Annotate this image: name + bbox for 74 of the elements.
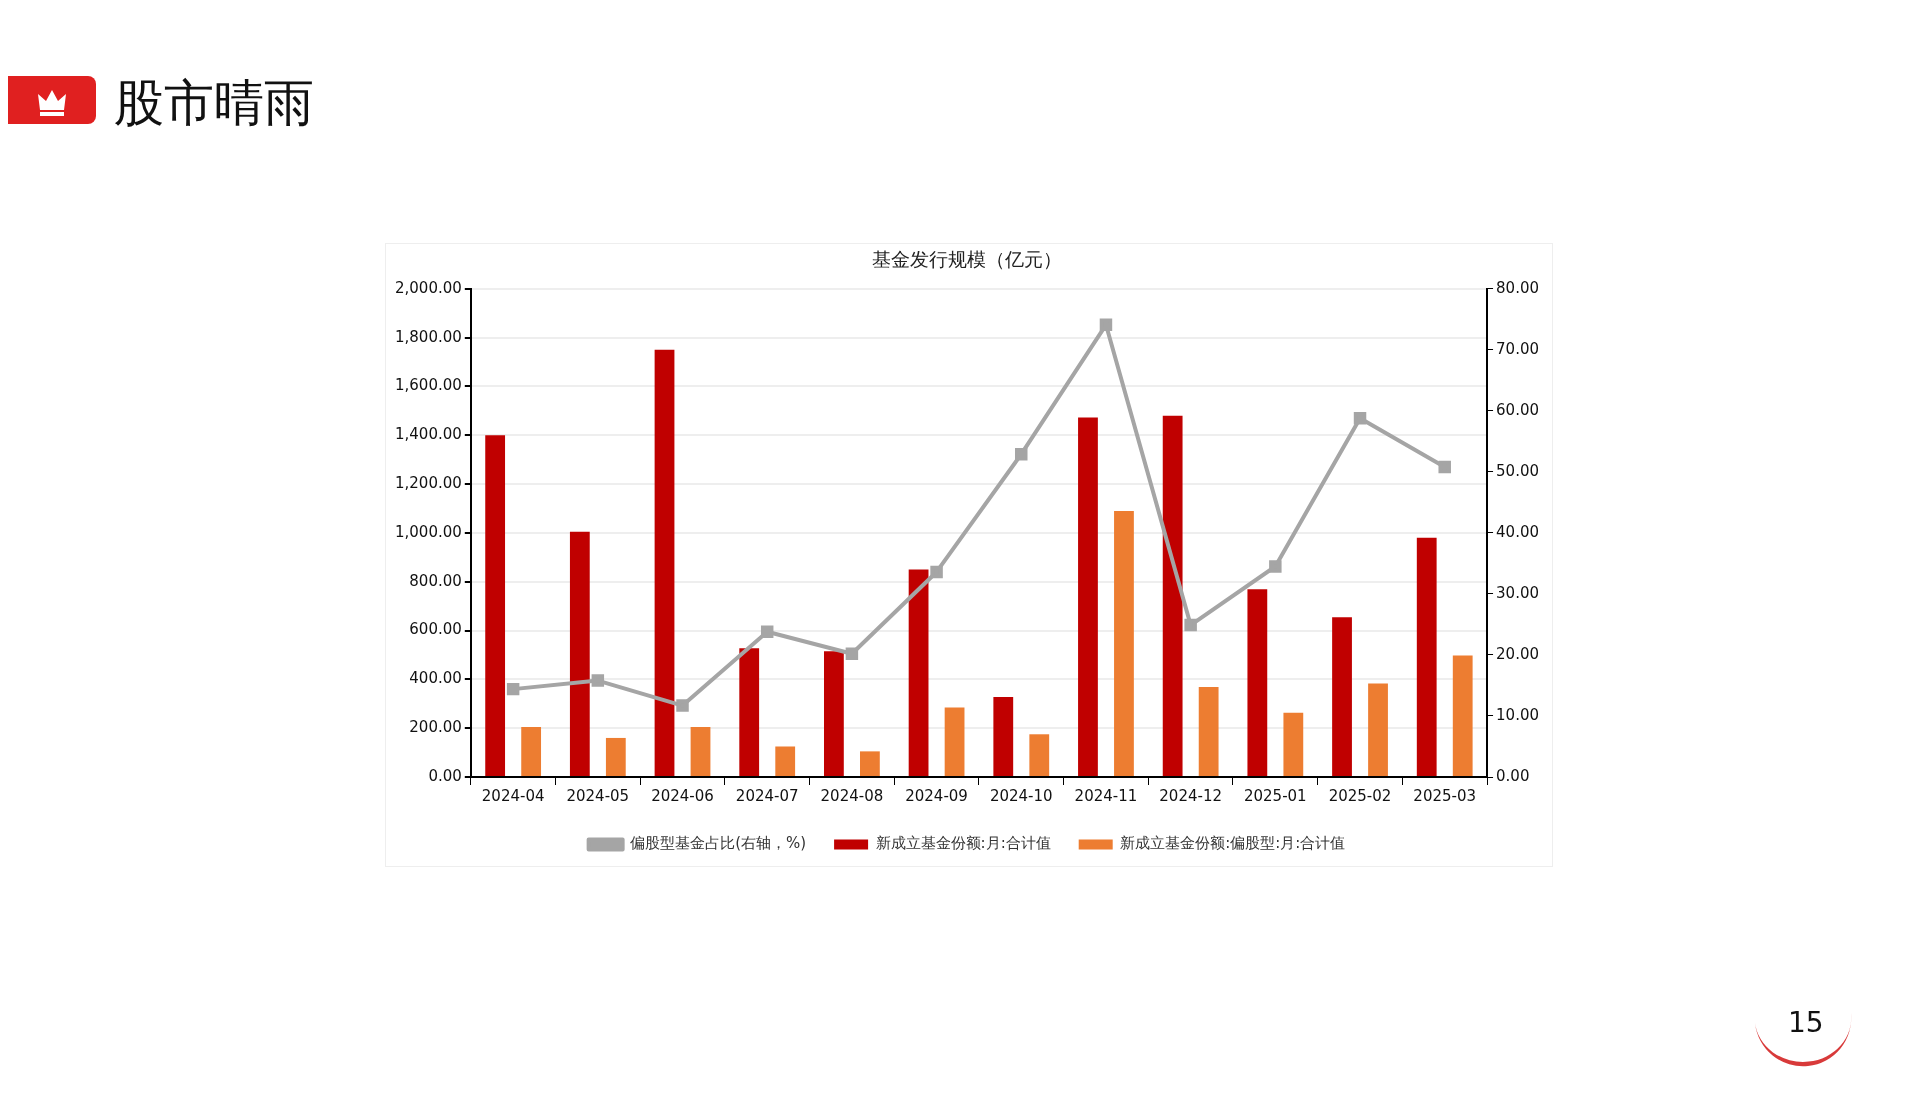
- bar: [1332, 617, 1352, 776]
- bar: [1452, 655, 1473, 776]
- y-tick-label: 200.00: [409, 718, 462, 737]
- y2-tick-label: 30.00: [1496, 583, 1540, 602]
- point: [1184, 618, 1197, 632]
- bar: [1283, 712, 1304, 776]
- y2-tick-label: 20.00: [1496, 644, 1540, 663]
- bar: [1368, 683, 1388, 776]
- legend-label: 新成立基金份额:偏股型:月:合计值: [1120, 834, 1346, 853]
- y2-tick-label: 10.00: [1496, 705, 1540, 724]
- bar: [1416, 537, 1437, 776]
- y2-tick-label: 40.00: [1496, 522, 1540, 541]
- bar: [1114, 510, 1134, 776]
- chart-title: 基金发行规模（亿元）: [872, 248, 1062, 271]
- bar: [1198, 686, 1219, 776]
- x-tick-label: 2024-11: [1074, 786, 1138, 805]
- y-tick-label: 800.00: [409, 571, 462, 590]
- bar: [944, 707, 965, 776]
- bar: [1078, 417, 1098, 776]
- point: [591, 674, 605, 687]
- bar: [993, 696, 1014, 776]
- point: [845, 647, 859, 660]
- point: [1438, 460, 1451, 474]
- x-tick-label: 2024-04: [481, 786, 545, 805]
- bar: [1247, 589, 1268, 776]
- x-tick-label: 2025-01: [1243, 786, 1307, 805]
- y-tick-label: 1,600.00: [395, 376, 462, 395]
- y2-tick-label: 70.00: [1496, 339, 1540, 358]
- bar: [605, 737, 626, 776]
- legend-label: 偏股型基金占比(右轴，%): [630, 834, 807, 853]
- bar: [775, 746, 796, 776]
- y-tick-label: 0.00: [428, 766, 462, 785]
- x-tick-label: 2024-12: [1159, 786, 1222, 805]
- point: [930, 565, 943, 579]
- bar: [521, 726, 542, 776]
- bar: [569, 531, 590, 776]
- y-tick-label: 400.00: [409, 669, 462, 688]
- y-tick-label: 1,000.00: [395, 522, 462, 541]
- x-tick-label: 2025-03: [1413, 786, 1477, 805]
- y2-tick-label: 60.00: [1496, 400, 1540, 419]
- bar: [485, 435, 506, 776]
- x-tick-label: 2024-07: [735, 786, 799, 805]
- bar: [1162, 415, 1183, 776]
- x-tick-label: 2024-09: [905, 786, 968, 805]
- point: [1015, 447, 1028, 461]
- text: 股市晴雨: [114, 73, 314, 134]
- y2-tick-label: 50.00: [1496, 461, 1540, 480]
- y-tick-label: 600.00: [409, 620, 462, 639]
- bar: [1029, 734, 1050, 776]
- y-tick-label: 1,400.00: [395, 425, 462, 444]
- y2-tick-label: 0.00: [1496, 766, 1530, 785]
- legend-label: 新成立基金份额:月:合计值: [875, 834, 1051, 853]
- point: [760, 625, 774, 638]
- y-tick-label: 1,200.00: [395, 473, 462, 492]
- text: 15: [1788, 1006, 1824, 1039]
- y-tick-label: 2,000.00: [395, 278, 462, 297]
- y-tick-label: 1,800.00: [395, 327, 462, 346]
- point: [1099, 318, 1113, 332]
- x-tick-label: 2024-10: [989, 786, 1053, 805]
- x-tick-label: 2024-06: [651, 786, 714, 805]
- bar: [690, 726, 711, 776]
- x-tick-label: 2025-02: [1328, 786, 1392, 805]
- point: [1353, 411, 1367, 425]
- y2-tick-label: 80.00: [1496, 278, 1540, 297]
- bar: [908, 569, 929, 776]
- point: [1269, 560, 1282, 573]
- point: [676, 699, 689, 712]
- bar: [654, 349, 675, 776]
- point: [506, 682, 520, 696]
- bar: [824, 651, 844, 776]
- bar: [739, 648, 760, 776]
- bar: [859, 751, 880, 776]
- x-tick-label: 2024-08: [820, 786, 884, 805]
- x-tick-label: 2024-05: [566, 786, 630, 805]
